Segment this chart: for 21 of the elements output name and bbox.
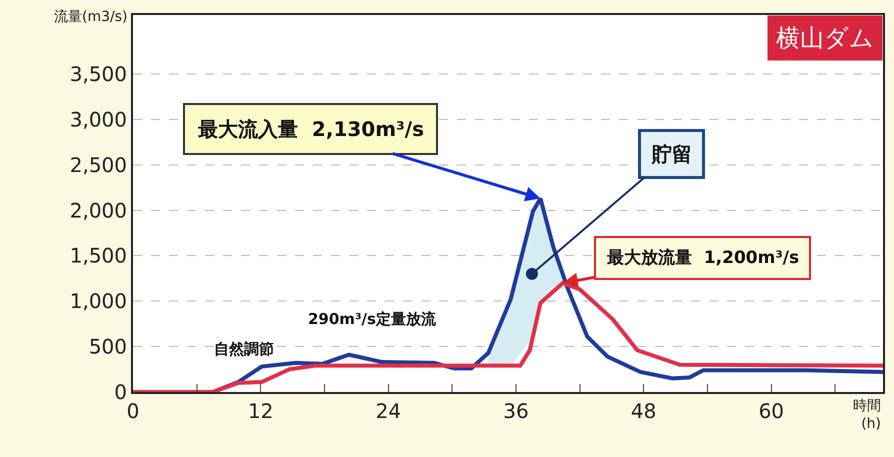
- y-tick-label: 3,500: [70, 62, 127, 86]
- y-tick-label: 2,000: [70, 198, 127, 222]
- y-tick-label: 500: [88, 334, 127, 359]
- annotation: 最大放流量 1,200m³/s: [606, 248, 800, 268]
- annotation: 最大流入量 2,130m³/s: [197, 117, 424, 141]
- chart-title: 横山ダム: [776, 24, 874, 52]
- y-tick-label: 1,500: [70, 244, 127, 268]
- x-tick-label: 48: [630, 399, 656, 423]
- x-tick-label: 12: [248, 399, 274, 423]
- x-axis-title: 時間 (h): [853, 398, 881, 432]
- y-tick-label: 0: [114, 380, 127, 404]
- y-tick-label: 1,000: [70, 289, 127, 314]
- x-tick-label: 36: [503, 399, 529, 423]
- annotation: 290m³/s定量放流: [308, 310, 437, 328]
- y-axis-title: 流量(m3/s): [54, 9, 128, 25]
- x-tick-label: 60: [758, 399, 784, 423]
- annotation: 自然調節: [214, 340, 274, 358]
- x-tick-label: 24: [376, 399, 402, 423]
- y-tick-label: 3,000: [70, 107, 127, 132]
- annotation: 貯留: [651, 142, 692, 166]
- y-tick-label: 2,500: [70, 152, 127, 177]
